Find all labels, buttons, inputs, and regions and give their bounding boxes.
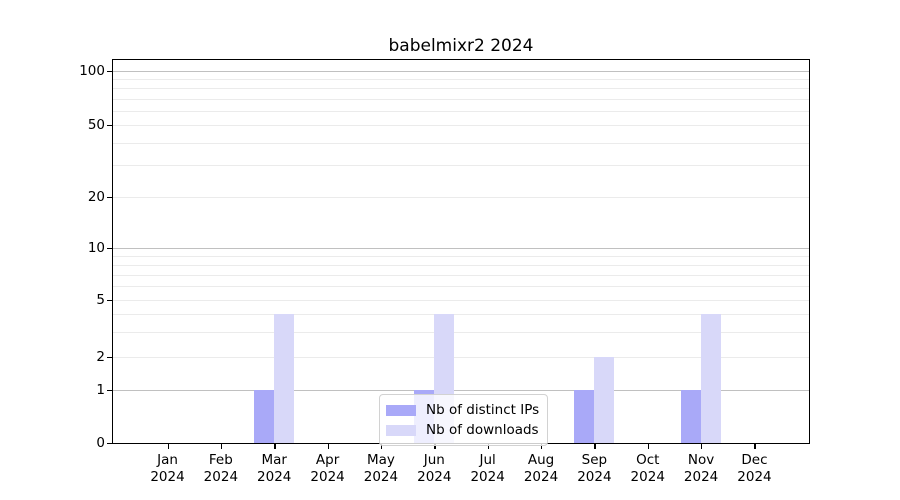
x-tick-label: Mar 2024 <box>242 452 306 486</box>
gridline-minor <box>113 197 809 198</box>
legend-entry-distinct-ips: Nb of distinct IPs <box>386 400 539 420</box>
y-tick-label: 100 <box>79 63 105 79</box>
x-tick-year: 2024 <box>257 469 292 485</box>
legend-swatch-distinct-ips-icon <box>386 404 416 416</box>
y-tick-label: 2 <box>96 349 105 365</box>
bar-downloads-mar <box>274 313 295 443</box>
gridline-minor <box>113 313 809 315</box>
x-tick-mark <box>487 444 489 449</box>
gridline-minor <box>113 286 809 288</box>
x-tick-mark <box>220 444 223 449</box>
gridline-minor <box>113 357 809 358</box>
y-tick-label: 5 <box>96 292 105 308</box>
x-tick-year: 2024 <box>577 469 612 485</box>
x-tick-mark <box>754 444 756 449</box>
x-tick-label: Feb 2024 <box>189 452 253 486</box>
x-tick-label: May 2024 <box>349 452 413 486</box>
x-tick-mark <box>647 444 650 449</box>
x-tick-month: Nov <box>687 452 715 468</box>
x-tick-label: Dec 2024 <box>722 452 786 486</box>
gridline-minor <box>113 125 809 126</box>
x-tick-mark <box>434 444 436 449</box>
x-tick-month: Mar <box>261 452 287 468</box>
x-tick-year: 2024 <box>523 469 559 485</box>
legend-label-downloads: Nb of downloads <box>426 422 539 438</box>
x-tick-mark <box>594 444 596 449</box>
gridline-major <box>113 71 809 72</box>
gridline-minor <box>113 142 809 144</box>
gridline-major <box>113 248 809 249</box>
x-tick-mark <box>327 444 329 449</box>
x-tick-mark <box>167 444 169 449</box>
bar-distinct-ips-nov <box>681 390 702 443</box>
bar-downloads-nov <box>701 313 722 443</box>
y-tick-mark <box>107 443 112 445</box>
y-tick-mark <box>107 390 112 392</box>
gridline-minor <box>113 255 809 257</box>
x-tick-month: Jan <box>157 452 178 468</box>
x-tick-label: Jun 2024 <box>402 452 466 486</box>
x-tick-month: Oct <box>636 452 660 468</box>
x-tick-month: Dec <box>741 452 768 468</box>
x-tick-label: Jan 2024 <box>136 452 200 486</box>
gridline-major <box>113 390 809 391</box>
legend-swatch-downloads-icon <box>386 424 416 436</box>
x-tick-mark <box>701 444 703 449</box>
x-tick-month: Jul <box>479 452 496 468</box>
legend: Nb of distinct IPs Nb of downloads <box>379 394 549 446</box>
x-tick-year: 2024 <box>363 469 399 485</box>
bar-distinct-ips-sep <box>574 390 595 443</box>
x-tick-month: Jun <box>423 452 445 468</box>
plot-area: Nb of distinct IPs Nb of downloads <box>112 59 810 446</box>
x-tick-year: 2024 <box>417 469 452 485</box>
x-tick-label: Apr 2024 <box>296 452 360 486</box>
y-tick-mark <box>107 248 112 250</box>
x-tick-year: 2024 <box>150 469 185 485</box>
x-tick-year: 2024 <box>630 469 665 485</box>
x-tick-label: Aug 2024 <box>509 452 573 486</box>
x-tick-label: Nov 2024 <box>669 452 733 486</box>
x-tick-year: 2024 <box>683 469 719 485</box>
y-tick-mark <box>107 71 112 73</box>
y-tick-mark <box>107 300 112 302</box>
x-tick-mark <box>274 444 276 449</box>
x-tick-month: Feb <box>208 452 233 468</box>
gridline-minor <box>113 110 809 112</box>
chart-title: babelmixr2 2024 <box>388 36 534 56</box>
x-tick-year: 2024 <box>470 469 505 485</box>
gridline-minor <box>113 79 809 81</box>
legend-entry-downloads: Nb of downloads <box>386 420 539 440</box>
legend-label-distinct-ips: Nb of distinct IPs <box>426 402 540 418</box>
x-tick-month: Apr <box>315 452 340 468</box>
x-tick-month: May <box>366 452 395 468</box>
x-tick-month: Sep <box>581 452 608 468</box>
x-tick-label: Oct 2024 <box>616 452 680 486</box>
x-tick-month: Aug <box>527 452 555 468</box>
gridline-minor <box>113 300 809 301</box>
gridline-minor <box>113 98 809 100</box>
x-tick-label: Sep 2024 <box>562 452 626 486</box>
y-tick-label: 20 <box>87 189 105 205</box>
bar-downloads-sep <box>594 357 615 443</box>
y-tick-mark <box>107 125 112 127</box>
x-tick-year: 2024 <box>310 469 345 485</box>
gridline-minor <box>113 274 809 276</box>
x-tick-year: 2024 <box>737 469 772 485</box>
x-tick-mark <box>541 444 543 449</box>
bar-distinct-ips-mar <box>254 390 275 443</box>
gridline-minor <box>113 264 809 266</box>
y-tick-mark <box>107 357 112 359</box>
gridline-minor <box>113 331 809 333</box>
x-tick-mark <box>380 444 383 449</box>
y-tick-label: 0 <box>96 435 105 451</box>
y-tick-label: 1 <box>96 382 105 398</box>
y-tick-label: 50 <box>87 117 105 133</box>
x-tick-label: Jul 2024 <box>456 452 520 486</box>
x-tick-year: 2024 <box>203 469 239 485</box>
gridline-minor <box>113 88 809 90</box>
y-tick-mark <box>107 197 112 199</box>
gridline-minor <box>113 165 809 167</box>
y-tick-label: 10 <box>87 240 105 256</box>
